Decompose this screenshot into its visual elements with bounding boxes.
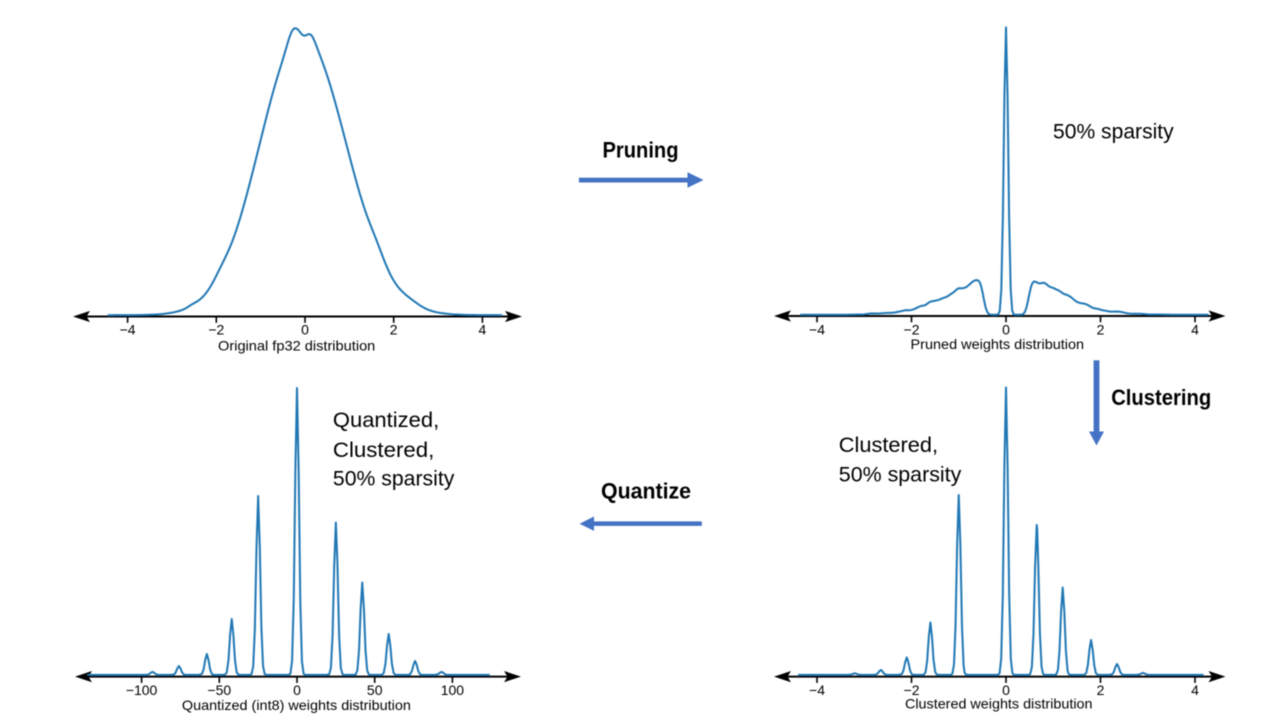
- svg-text:2: 2: [1097, 682, 1105, 698]
- svg-text:0: 0: [301, 322, 309, 338]
- svg-text:Quantized (int8) weights distr: Quantized (int8) weights distribution: [182, 697, 411, 713]
- svg-text:Pruned weights distribution: Pruned weights distribution: [911, 336, 1085, 352]
- svg-text:2: 2: [390, 322, 398, 338]
- svg-text:2: 2: [1097, 321, 1105, 337]
- svg-text:0: 0: [293, 682, 301, 698]
- svg-text:0: 0: [1002, 682, 1010, 698]
- svg-text:−4: −4: [809, 682, 825, 698]
- svg-text:50% sparsity: 50% sparsity: [839, 462, 962, 486]
- svg-text:−2: −2: [904, 321, 920, 337]
- svg-text:4: 4: [1191, 321, 1199, 337]
- svg-text:Quantized,: Quantized,: [333, 408, 439, 432]
- svg-text:Original fp32 distribution: Original fp32 distribution: [218, 338, 375, 354]
- svg-text:4: 4: [479, 322, 487, 338]
- svg-text:−2: −2: [904, 682, 920, 698]
- svg-text:0: 0: [1002, 321, 1010, 337]
- svg-text:−4: −4: [120, 322, 136, 338]
- svg-text:−50: −50: [207, 682, 231, 698]
- svg-text:50% sparsity: 50% sparsity: [1053, 120, 1174, 144]
- svg-text:−4: −4: [809, 321, 825, 337]
- svg-text:50: 50: [367, 682, 383, 698]
- svg-text:50% sparsity: 50% sparsity: [333, 466, 455, 490]
- svg-text:Clustered weights distribution: Clustered weights distribution: [905, 696, 1093, 712]
- svg-text:Clustering: Clustering: [1111, 385, 1211, 410]
- svg-text:−100: −100: [126, 682, 158, 698]
- svg-text:100: 100: [441, 682, 465, 698]
- svg-text:Pruning: Pruning: [603, 137, 679, 162]
- svg-text:−2: −2: [208, 322, 224, 338]
- svg-text:4: 4: [1191, 682, 1199, 698]
- svg-text:Clustered,: Clustered,: [839, 433, 938, 457]
- svg-text:Clustered,: Clustered,: [333, 438, 434, 462]
- svg-text:Quantize: Quantize: [601, 479, 691, 504]
